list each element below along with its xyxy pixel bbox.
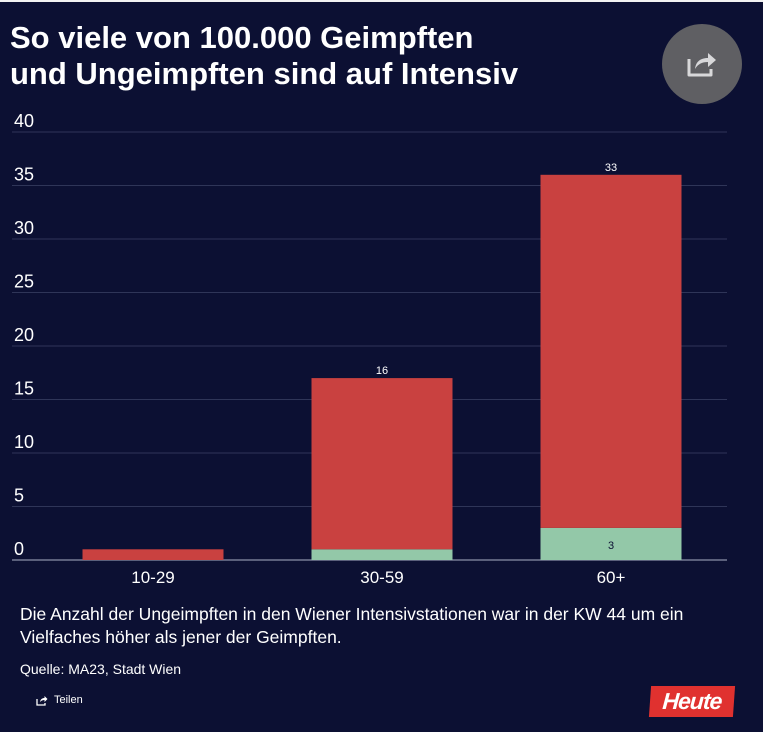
title-line-2: und Ungeimpften sind auf Intensiv	[0, 56, 525, 92]
x-tick-label: 60+	[597, 568, 626, 587]
y-tick-label: 35	[14, 165, 34, 185]
y-tick-label: 30	[14, 218, 34, 238]
chart-title: So viele von 100.000 Geimpften und Ungei…	[0, 20, 525, 92]
heute-logo[interactable]: Heute	[648, 686, 736, 717]
data-label: 3	[608, 540, 614, 552]
y-tick-label: 0	[14, 539, 24, 559]
share-icon	[36, 695, 48, 706]
chart-caption: Die Anzahl der Ungeimpften in den Wiener…	[20, 604, 684, 647]
share-icon	[687, 53, 716, 77]
bar-segment	[311, 549, 453, 560]
x-tick-label: 30-59	[360, 568, 403, 587]
share-link-label: Teilen	[54, 694, 83, 706]
bar-segment	[540, 527, 682, 560]
y-tick-label: 25	[14, 272, 34, 292]
bar-segment	[82, 549, 224, 560]
y-tick-label: 5	[14, 486, 24, 506]
y-tick-label: 20	[14, 325, 34, 345]
y-tick-label: 10	[14, 432, 34, 452]
y-tick-label: 15	[14, 379, 34, 399]
bar-segment	[311, 378, 453, 550]
share-button[interactable]	[662, 24, 742, 104]
share-link[interactable]: Teilen	[36, 694, 83, 706]
data-label: 33	[605, 162, 617, 174]
y-tick-label: 40	[14, 111, 34, 131]
title-line-1: So viele von 100.000 Geimpften	[0, 20, 480, 56]
source-note: Quelle: MA23, Stadt Wien	[20, 661, 182, 677]
x-tick-label: 10-29	[131, 568, 174, 587]
data-label: 16	[376, 365, 388, 377]
bar-segment	[540, 174, 682, 528]
